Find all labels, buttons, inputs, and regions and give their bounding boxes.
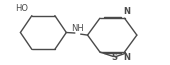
Text: N: N <box>124 53 131 62</box>
Text: NH: NH <box>71 24 84 32</box>
Text: HO: HO <box>15 4 28 13</box>
Text: N: N <box>124 7 131 16</box>
Text: S: S <box>111 53 117 62</box>
